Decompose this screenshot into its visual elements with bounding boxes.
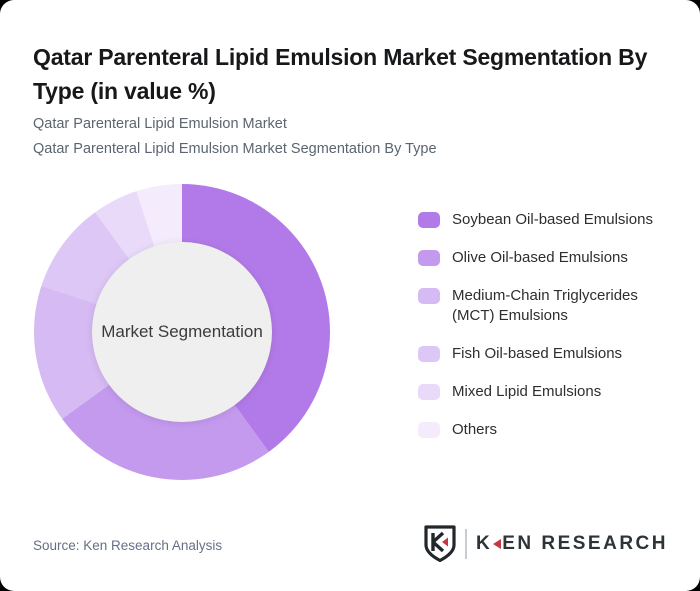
ken-research-logo: K EN RESEARCH: [422, 524, 668, 564]
legend-swatch-soybean: [418, 212, 440, 228]
legend-item-olive[interactable]: Olive Oil-based Emulsions: [418, 248, 680, 268]
legend-item-mct[interactable]: Medium-Chain Triglycerides (MCT) Emulsio…: [418, 286, 680, 326]
logo-letter-k: K: [475, 533, 493, 554]
ken-research-shield-icon: [424, 525, 456, 563]
legend-item-mixed[interactable]: Mixed Lipid Emulsions: [418, 382, 680, 402]
legend-item-soybean[interactable]: Soybean Oil-based Emulsions: [418, 210, 680, 230]
legend-swatch-mixed: [418, 384, 440, 400]
legend-swatch-olive: [418, 250, 440, 266]
legend-label: Olive Oil-based Emulsions: [452, 249, 628, 266]
logo-red-arrow-icon: [493, 539, 502, 549]
legend-swatch-mct: [418, 288, 440, 304]
donut-center: Market Segmentation: [92, 242, 272, 422]
legend-label: Mixed Lipid Emulsions: [452, 383, 602, 400]
legend-item-others[interactable]: Others: [418, 420, 680, 440]
legend-item-fish[interactable]: Fish Oil-based Emulsions: [418, 344, 680, 364]
legend-swatch-fish: [418, 346, 440, 362]
legend-label: Medium-Chain Triglycerides (MCT) Emulsio…: [452, 287, 638, 324]
logo-divider: [464, 529, 467, 559]
subtitle-segmentation: Qatar Parenteral Lipid Emulsion Market S…: [33, 141, 437, 158]
legend-label: Others: [452, 421, 498, 438]
chart-legend: Soybean Oil-based Emulsions Olive Oil-ba…: [418, 210, 680, 440]
donut-chart: Market Segmentation: [34, 184, 330, 480]
logo-text-rest: EN RESEARCH: [502, 533, 668, 554]
legend-swatch-others: [418, 422, 440, 438]
subtitle-market: Qatar Parenteral Lipid Emulsion Market: [33, 116, 287, 132]
legend-label: Fish Oil-based Emulsions: [452, 345, 623, 362]
logo-wordmark: K EN RESEARCH: [476, 533, 668, 555]
donut-center-label: Market Segmentation: [101, 322, 263, 341]
source-note: Source: Ken Research Analysis: [33, 538, 223, 553]
chart-subtitles: Qatar Parenteral Lipid Emulsion Market Q…: [33, 112, 673, 163]
legend-label: Soybean Oil-based Emulsions: [452, 211, 653, 228]
page-title: Qatar Parenteral Lipid Emulsion Market S…: [33, 44, 648, 104]
